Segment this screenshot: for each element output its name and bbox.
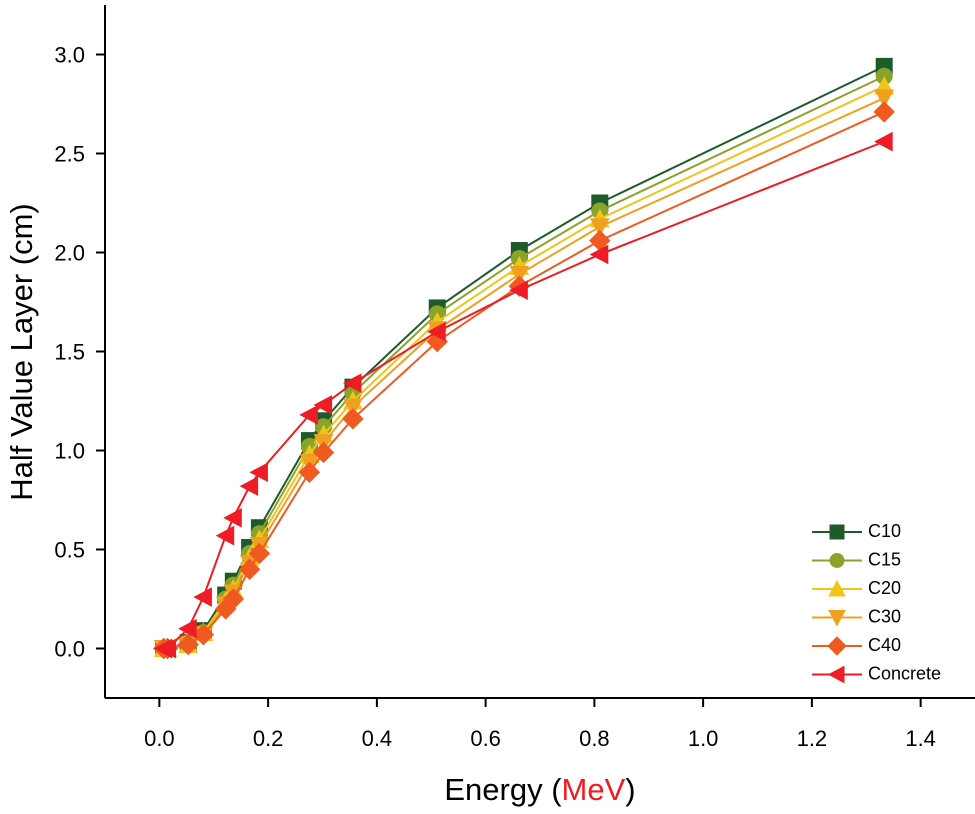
data-point bbox=[193, 587, 212, 607]
y-tick-label: 0.0 bbox=[54, 637, 85, 662]
data-point bbox=[342, 373, 362, 394]
legend-label: Concrete bbox=[868, 663, 941, 683]
data-point bbox=[177, 633, 199, 656]
y-tick-label: 1.0 bbox=[54, 439, 85, 464]
data-point bbox=[509, 280, 528, 300]
y-tick-label: 2.5 bbox=[54, 142, 85, 167]
legend-marker bbox=[828, 579, 846, 597]
x-tick-label: 0.0 bbox=[144, 726, 175, 751]
data-point bbox=[239, 476, 259, 496]
data-point bbox=[298, 461, 321, 483]
series-line bbox=[163, 75, 885, 650]
legend-label: C20 bbox=[868, 578, 901, 598]
x-tick-label: 1.2 bbox=[797, 726, 828, 751]
legend-marker bbox=[827, 665, 845, 684]
data-point bbox=[873, 101, 895, 123]
data-point bbox=[874, 89, 895, 109]
legend-label: C10 bbox=[868, 521, 901, 541]
data-point bbox=[248, 542, 271, 565]
legend-marker bbox=[829, 524, 845, 540]
series-line bbox=[163, 111, 885, 650]
data-point bbox=[157, 638, 177, 659]
x-axis-title: Energy (MeV) bbox=[444, 772, 635, 807]
y-axis-title: Half Value Layer (cm) bbox=[4, 203, 39, 500]
x-tick-label: 1.0 bbox=[688, 726, 719, 751]
y-tick-label: 3.0 bbox=[54, 43, 85, 68]
y-tick-label: 0.5 bbox=[54, 538, 85, 563]
legend-marker bbox=[828, 610, 846, 627]
legend-label: C15 bbox=[868, 549, 901, 569]
data-point bbox=[222, 588, 245, 610]
data-point bbox=[342, 408, 364, 430]
x-title-suffix: ) bbox=[625, 772, 635, 807]
y-tick-label: 2.0 bbox=[54, 241, 85, 266]
data-point bbox=[312, 441, 335, 464]
data-point bbox=[223, 507, 242, 528]
data-point bbox=[343, 398, 363, 418]
data-point bbox=[509, 265, 530, 285]
x-tick-label: 0.2 bbox=[253, 726, 284, 751]
x-title-prefix: Energy ( bbox=[444, 772, 562, 807]
x-tick-label: 0.6 bbox=[470, 726, 501, 751]
legend-marker bbox=[827, 636, 847, 656]
data-point bbox=[589, 218, 610, 237]
data-point bbox=[299, 405, 318, 425]
legend-label: C40 bbox=[868, 635, 901, 655]
x-tick-label: 0.4 bbox=[362, 726, 393, 751]
data-point bbox=[589, 244, 609, 265]
legend-label: C30 bbox=[868, 606, 901, 626]
x-tick-label: 0.8 bbox=[579, 726, 610, 751]
x-tick-label: 1.4 bbox=[905, 726, 936, 751]
data-point bbox=[238, 558, 261, 581]
legend-marker bbox=[829, 553, 845, 568]
series-line bbox=[163, 85, 885, 650]
data-point bbox=[249, 462, 268, 483]
data-point bbox=[215, 525, 235, 546]
data-point bbox=[874, 131, 893, 152]
x-title-unit: MeV bbox=[562, 772, 626, 807]
series-line bbox=[163, 97, 885, 650]
series-line bbox=[163, 140, 885, 650]
data-point bbox=[178, 618, 197, 639]
series-line bbox=[163, 65, 885, 650]
data-point bbox=[192, 623, 215, 646]
data-point bbox=[313, 395, 333, 415]
y-tick-label: 1.5 bbox=[54, 340, 85, 365]
data-point bbox=[427, 321, 446, 342]
